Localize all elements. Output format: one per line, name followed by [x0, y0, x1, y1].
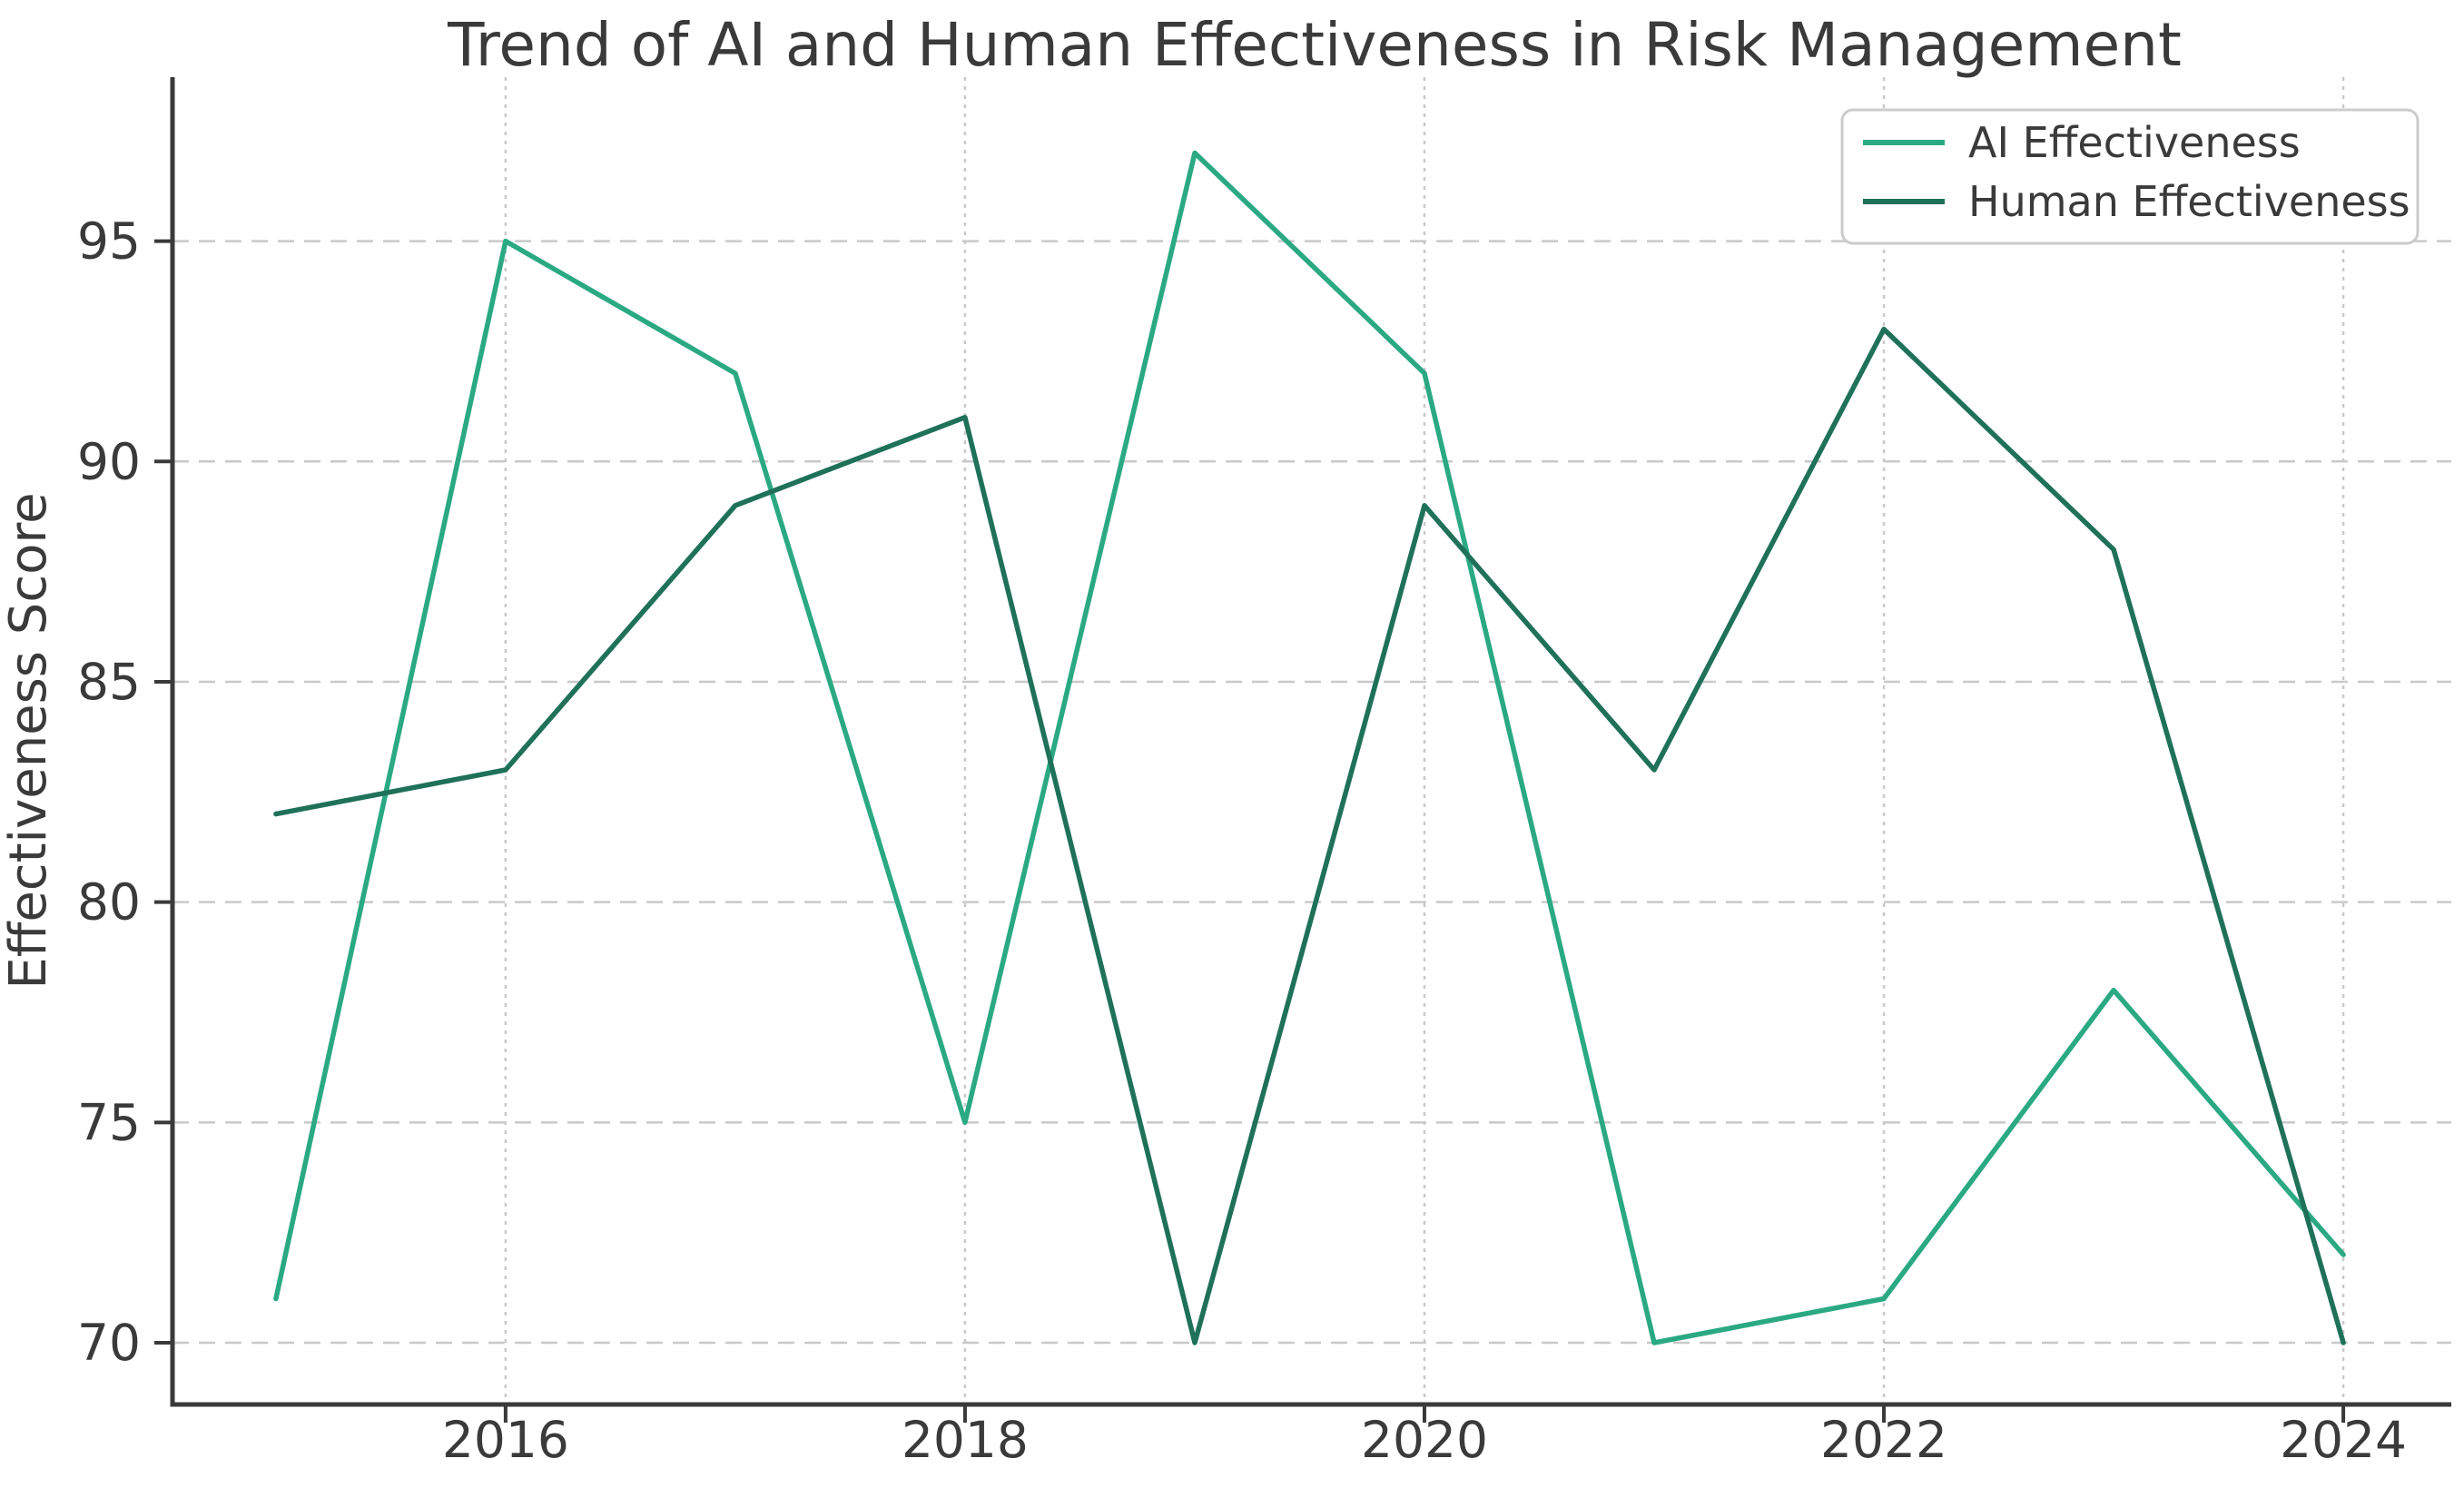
y-axis-label: Effectiveness Score [0, 492, 58, 989]
x-tick-label-2022: 2022 [1820, 1411, 1947, 1469]
y-tick-label-95: 95 [77, 212, 141, 271]
x-tick-label-2024: 2024 [2280, 1411, 2407, 1469]
legend-box [1840, 108, 2420, 245]
series-line-0 [273, 150, 2346, 1345]
x-axis-ticks: 2016 2018 2020 2022 2024 [442, 1404, 2407, 1469]
x-tick-label-2016: 2016 [442, 1411, 569, 1469]
y-tick-label-90: 90 [77, 432, 141, 490]
y-axis-ticks: 70 75 80 85 90 95 [77, 212, 172, 1372]
series-lines [273, 150, 2346, 1345]
y-tick-label-70: 70 [77, 1314, 141, 1372]
legend: AI Effectiveness Human Effectiveness [1840, 108, 2420, 245]
gridlines [172, 77, 2451, 1404]
x-tick-label-2018: 2018 [902, 1411, 1029, 1469]
legend-label-0: AI Effectiveness [1968, 118, 2301, 167]
y-tick-label-75: 75 [77, 1093, 141, 1151]
x-tick-label-2020: 2020 [1361, 1411, 1488, 1469]
chart-title: Trend of AI and Human Effectiveness in R… [447, 10, 2182, 80]
y-tick-label-85: 85 [77, 653, 141, 711]
legend-label-1: Human Effectiveness [1968, 177, 2410, 226]
axes: 70 75 80 85 90 95 2016 2018 2020 2022 2024 [77, 77, 2451, 1469]
series-line-1 [273, 326, 2346, 1345]
y-tick-label-80: 80 [77, 873, 141, 931]
